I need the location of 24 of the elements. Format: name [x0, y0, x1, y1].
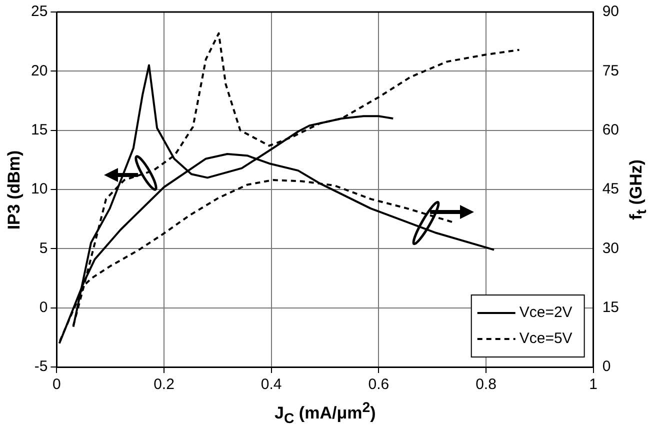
y-tick-label: -5	[34, 358, 48, 376]
y2-tick-label: 15	[602, 298, 620, 316]
y-axis-title: IP3 (dBm)	[4, 150, 24, 230]
x-tick-label: 1	[589, 376, 598, 394]
x-tick-label: 0.8	[476, 376, 496, 394]
y-tick-label: 10	[30, 180, 48, 198]
y2-tick-label: 75	[602, 62, 620, 80]
y-tick-label: 20	[30, 62, 48, 80]
legend-label: Vce=5V	[519, 330, 572, 348]
y2-tick-label: 0	[602, 358, 611, 376]
x-tick-label: 0	[52, 376, 61, 394]
legend-label: Vce=2V	[519, 304, 572, 322]
y2-tick-label: 60	[602, 121, 620, 138]
y-tick-label: 15	[30, 121, 48, 138]
y-tick-label: 25	[30, 3, 48, 20]
y2-tick-label: 90	[602, 3, 620, 20]
y2-tick-label: 30	[602, 240, 620, 257]
x-tick-label: 0.2	[154, 376, 174, 394]
y-tick-label: 5	[39, 240, 48, 257]
x-tick-label: 0.4	[260, 376, 282, 394]
y-tick-label: 0	[39, 298, 48, 316]
x-tick-label: 0.6	[368, 376, 390, 394]
y2-tick-label: 45	[602, 180, 620, 198]
x-axis-title: J$_{C}$ (mA/μm$^{2}$)	[274, 400, 376, 428]
